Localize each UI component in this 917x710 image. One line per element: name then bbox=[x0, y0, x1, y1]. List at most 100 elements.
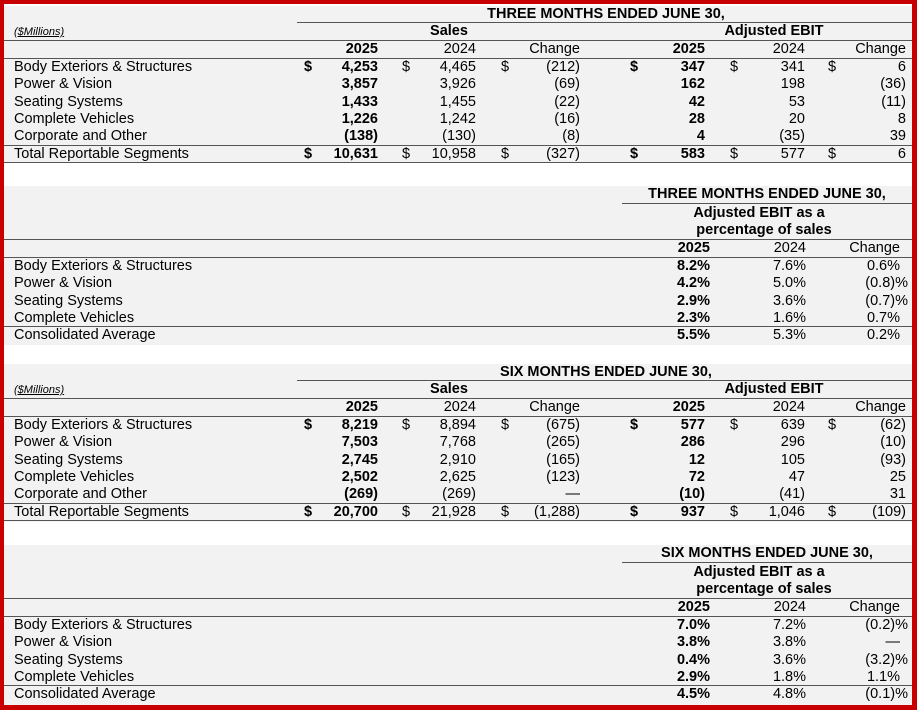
value-cell: 577 bbox=[780, 145, 805, 162]
column-header: 2025 bbox=[672, 399, 705, 415]
value-cell: (93) bbox=[880, 451, 906, 468]
adjusted-ebit-header: Adjusted EBIT bbox=[724, 381, 824, 397]
table-row: Power & Vision 7,503 7,768 (265) 286 296 (10) bbox=[4, 434, 912, 451]
dollar-sign: $ bbox=[402, 417, 411, 433]
rule-line bbox=[4, 598, 912, 599]
value-cell: (41) bbox=[779, 486, 805, 503]
value-cell: 347 bbox=[680, 59, 705, 75]
value-cell: 937 bbox=[680, 503, 705, 520]
value-cell: 577 bbox=[680, 417, 705, 433]
column-header: Change bbox=[855, 399, 906, 415]
value-cell: 162 bbox=[680, 76, 705, 93]
column-header: 2024 bbox=[772, 399, 805, 415]
row-label: Seating Systems bbox=[14, 451, 123, 468]
rule-line bbox=[4, 144, 912, 146]
column-header: 2024 bbox=[443, 399, 476, 415]
sales-header: Sales bbox=[430, 23, 468, 39]
column-header: 2025 bbox=[672, 41, 705, 57]
value-cell: 4,465 bbox=[439, 59, 476, 75]
table-row: Complete Vehicles 2,502 2,625 (123) 72 47 25 bbox=[4, 469, 912, 486]
value-cell: 3,857 bbox=[341, 76, 378, 93]
dollar-sign: $ bbox=[630, 417, 639, 433]
value-cell: — bbox=[565, 486, 581, 503]
value-cell: (269) bbox=[442, 486, 476, 503]
row-label: Complete Vehicles bbox=[14, 668, 135, 685]
table-row: Seating Systems 0.4% 3.6% (3.2)% bbox=[4, 652, 912, 669]
value-cell: 1,046 bbox=[768, 503, 805, 520]
percent-table: THREE MONTHS ENDED JUNE 30, Adjusted EBIT… bbox=[4, 186, 912, 345]
adjusted-ebit-header: Adjusted EBIT bbox=[724, 23, 824, 39]
dollar-sign: $ bbox=[501, 59, 510, 75]
column-header: 2025 bbox=[345, 41, 378, 57]
value-cell: 1.8% bbox=[772, 668, 806, 685]
row-label: Seating Systems bbox=[14, 651, 123, 668]
value-cell: 5.0% bbox=[772, 275, 806, 292]
rule-line bbox=[297, 22, 912, 23]
value-cell: 31 bbox=[889, 486, 906, 503]
rule-line bbox=[4, 326, 912, 328]
rule-line bbox=[4, 685, 912, 687]
table-title: THREE MONTHS ENDED JUNE 30, bbox=[648, 186, 886, 202]
table-title: THREE MONTHS ENDED JUNE 30, bbox=[487, 6, 725, 22]
value-cell: (212) bbox=[546, 59, 580, 75]
value-cell: 296 bbox=[780, 434, 805, 451]
dollar-sign: $ bbox=[828, 145, 837, 162]
value-cell: 8 bbox=[897, 110, 906, 127]
table-row: Body Exteriors & Structures 8,219 $8,894 $ (… bbox=[4, 417, 912, 434]
dollar-sign: $ bbox=[304, 59, 313, 75]
rule-line bbox=[4, 502, 912, 504]
table-row: Total Reportable Segments 20,700 $21,928 $ (… bbox=[4, 504, 912, 521]
table-title: SIX MONTHS ENDED JUNE 30, bbox=[661, 545, 873, 561]
table-row: Complete Vehicles 2.9% 1.8% 1.1% bbox=[4, 669, 912, 686]
dollar-sign: $ bbox=[730, 503, 739, 520]
value-cell: (35) bbox=[779, 128, 805, 145]
value-cell: (11) bbox=[881, 93, 906, 110]
dollar-sign: $ bbox=[402, 59, 411, 75]
rule-line bbox=[297, 380, 912, 381]
rule-line bbox=[4, 520, 912, 521]
value-cell: (123) bbox=[546, 468, 580, 485]
value-cell: (0.2)% bbox=[865, 617, 908, 633]
value-cell: 7.0% bbox=[676, 617, 710, 633]
dollar-sign: $ bbox=[730, 59, 739, 75]
table-row: Consolidated Average 5.5% 5.3% 0.2% bbox=[4, 327, 912, 344]
value-cell: 1.1% bbox=[866, 668, 900, 685]
value-cell: (0.1)% bbox=[865, 686, 908, 703]
dollar-sign: $ bbox=[730, 145, 739, 162]
column-header: Change bbox=[529, 399, 580, 415]
row-label: Complete Vehicles bbox=[14, 110, 135, 127]
table-row: Body Exteriors & Structures 7.0% 7.2% (0.2)… bbox=[4, 617, 912, 634]
table-row: Corporate and Other (269) (269) — (10) (41) 31 bbox=[4, 486, 912, 503]
subtitle: Adjusted EBIT as a bbox=[693, 564, 825, 580]
column-header: 2024 bbox=[443, 41, 476, 57]
column-header: 2025 bbox=[677, 599, 710, 615]
amounts-table: THREE MONTHS ENDED JUNE 30, ($Millions) Sa… bbox=[4, 6, 912, 163]
row-label: Body Exteriors & Structures bbox=[14, 59, 193, 75]
table-row: Corporate and Other (138) (130) (8) 4 (35) 39 bbox=[4, 128, 912, 145]
dollar-sign: $ bbox=[828, 417, 837, 433]
dollar-sign: $ bbox=[402, 145, 411, 162]
row-label: Corporate and Other bbox=[14, 486, 147, 503]
value-cell: 1,242 bbox=[439, 110, 476, 127]
dollar-sign: $ bbox=[630, 59, 639, 75]
table-row: Power & Vision 3.8% 3.8% — bbox=[4, 634, 912, 651]
value-cell: 6 bbox=[897, 59, 906, 75]
rule-line bbox=[4, 162, 912, 163]
value-cell: (269) bbox=[344, 486, 378, 503]
dollar-sign: $ bbox=[304, 417, 313, 433]
dollar-sign: $ bbox=[304, 145, 313, 162]
value-cell: 198 bbox=[780, 76, 805, 93]
value-cell: (36) bbox=[880, 76, 906, 93]
table-row: Complete Vehicles 2.3% 1.6% 0.7% bbox=[4, 310, 912, 327]
value-cell: 0.2% bbox=[866, 327, 900, 344]
row-label: Consolidated Average bbox=[14, 327, 156, 344]
table-row: Body Exteriors & Structures 8.2% 7.6% 0.6% bbox=[4, 258, 912, 275]
value-cell: 2.9% bbox=[676, 668, 710, 685]
dollar-sign: $ bbox=[630, 503, 639, 520]
value-cell: 7.6% bbox=[772, 258, 806, 274]
row-label: Seating Systems bbox=[14, 93, 123, 110]
value-cell: (69) bbox=[554, 76, 580, 93]
rule-line bbox=[4, 40, 912, 41]
sales-header: Sales bbox=[430, 381, 468, 397]
value-cell: 1,433 bbox=[341, 93, 378, 110]
